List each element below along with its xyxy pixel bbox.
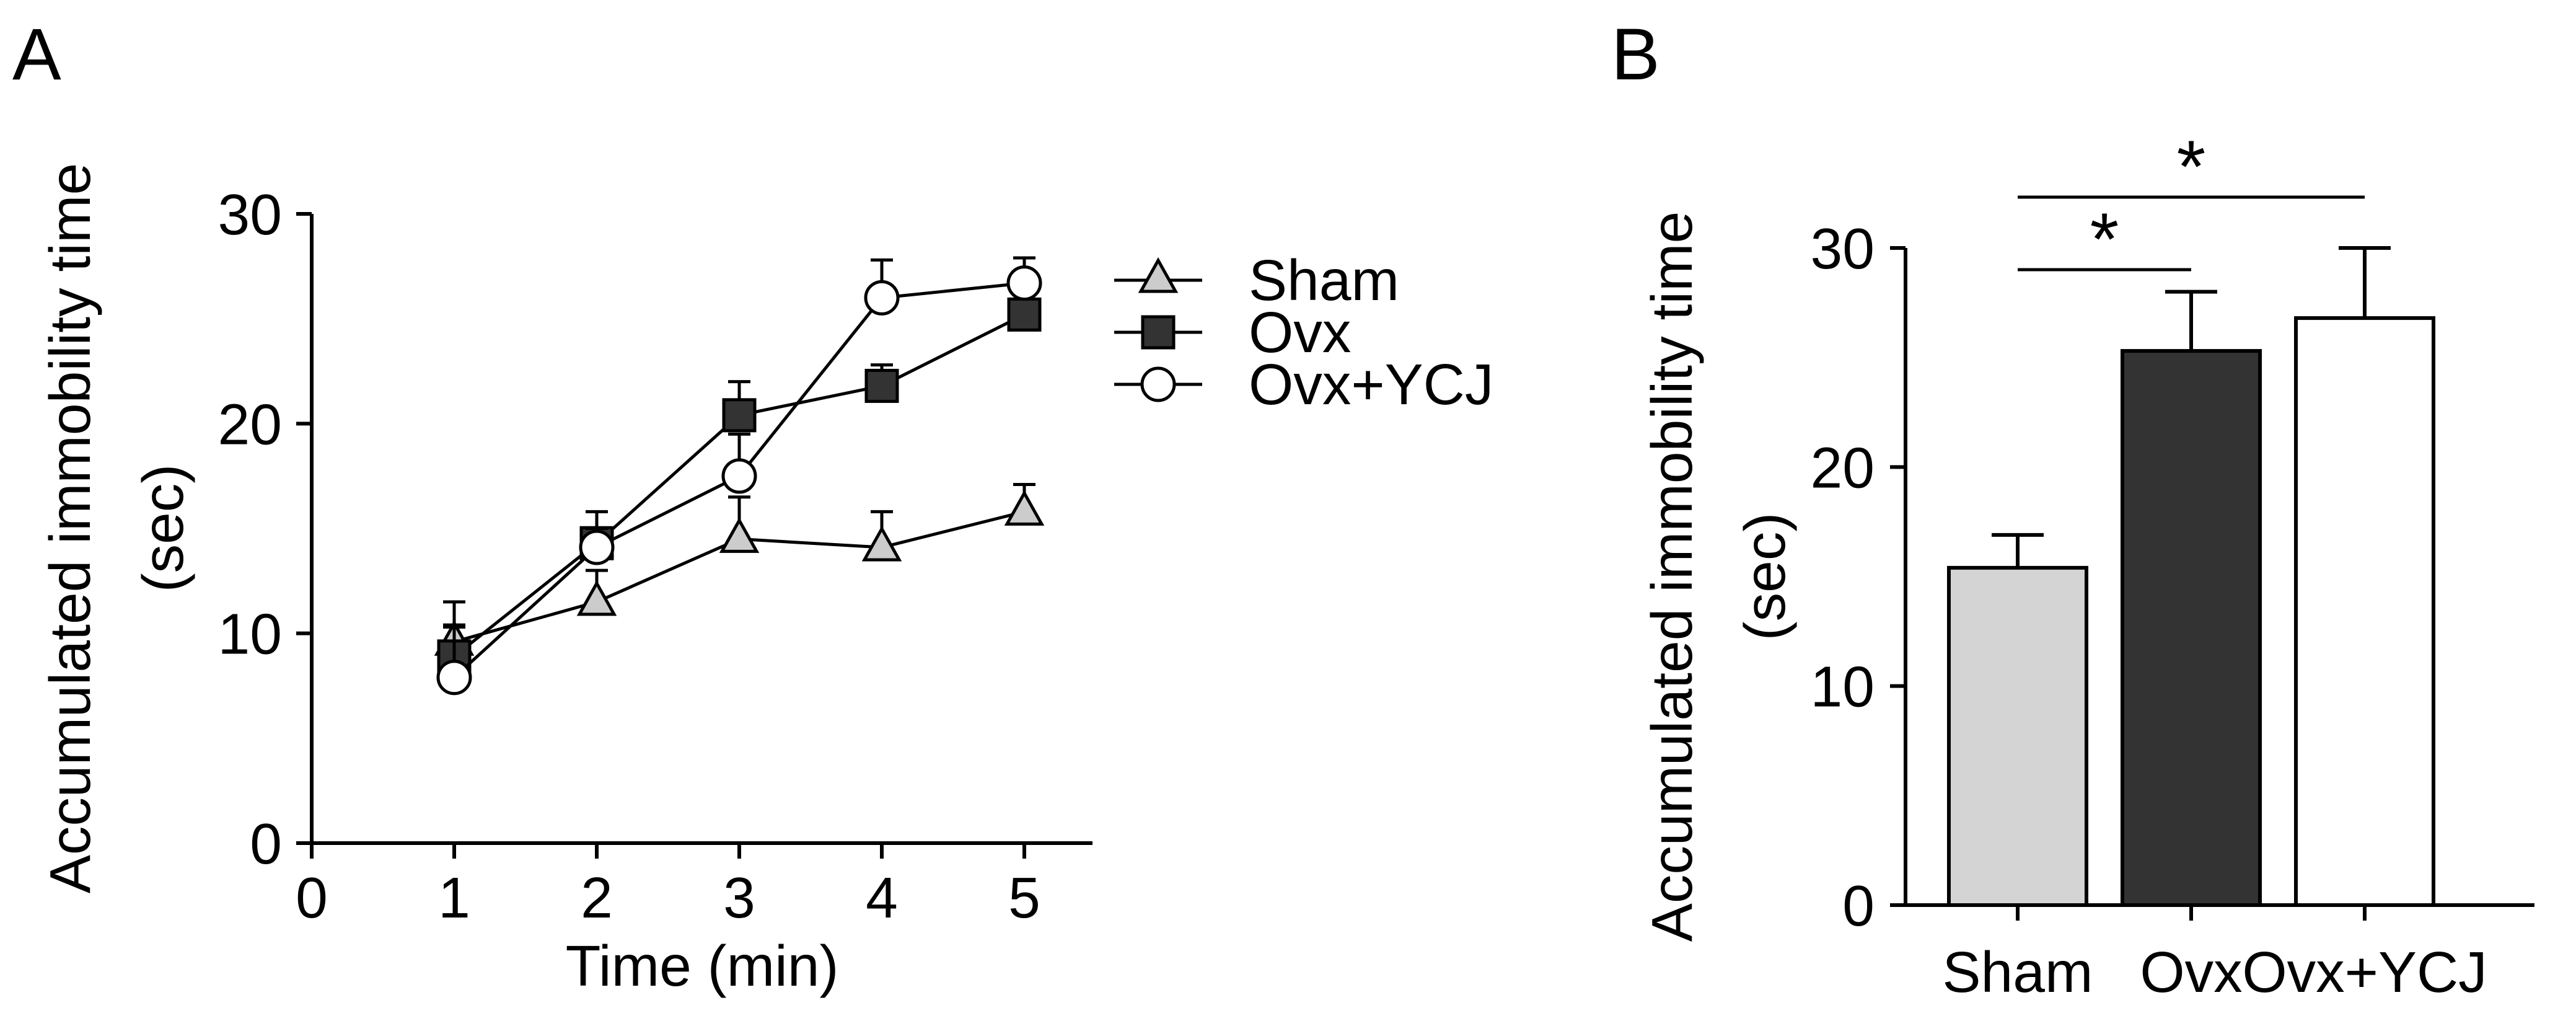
y-tick-label: 0 xyxy=(250,812,282,876)
data-point-circle xyxy=(579,529,615,565)
legend-marker-ovx-ycj-circle xyxy=(1140,366,1176,402)
data-point-square xyxy=(1007,297,1042,332)
bar-group-ovx xyxy=(2121,290,2262,907)
legend-label-ovx: Ovx xyxy=(1249,300,1351,365)
panel-a-y-axis-title-line1: Accumulated immobility time xyxy=(38,163,102,893)
series-ovx-ycj xyxy=(436,256,1042,696)
significance-star: * xyxy=(2090,198,2119,281)
legend-item-sham: Sham xyxy=(1114,248,1399,312)
data-point-circle xyxy=(864,280,900,316)
significance-sham-vs-ovx: * xyxy=(2018,198,2191,281)
panel-b-y-ticks: 0 10 20 30 xyxy=(1811,216,1906,938)
data-point-square xyxy=(864,368,899,403)
data-point-triangle xyxy=(719,517,760,553)
panel-b-significance: ** xyxy=(2018,125,2365,281)
panel-a-y-axis-title-line2: (sec) xyxy=(131,464,195,593)
data-point-square xyxy=(722,398,757,433)
x-tick-label: Ovx xyxy=(2140,940,2242,1004)
legend-item-ovx: Ovx xyxy=(1114,300,1351,365)
data-point-triangle xyxy=(1004,490,1045,526)
legend-marker-ovx-square xyxy=(1141,315,1176,350)
legend-item-ovx-ycj: Ovx+YCJ xyxy=(1114,352,1493,417)
data-point-circle xyxy=(721,458,757,494)
legend-label-ovx-ycj: Ovx+YCJ xyxy=(1249,352,1493,417)
x-tick-label: 5 xyxy=(1008,865,1040,930)
panel-b-y-axis-title-line1: Accumulated immobility time xyxy=(1640,211,1704,942)
bar-sham xyxy=(1947,565,2088,907)
bar-group-ovx-ycj xyxy=(2294,246,2435,907)
data-point-circle xyxy=(436,660,472,696)
y-tick-label: 30 xyxy=(1811,216,1875,281)
x-tick-label: Sham xyxy=(1943,940,2093,1004)
bar-ovx xyxy=(2121,349,2262,907)
y-tick-label: 20 xyxy=(218,392,282,456)
data-point-triangle xyxy=(576,580,617,616)
panel-a-line-chart: A 0 10 20 30 0 1 2 3 4 5 Time (min) Accumulated … xyxy=(12,14,1493,998)
significance-sham-vs-ovx-ycj: * xyxy=(2018,125,2365,208)
panel-a-x-ticks: 0 1 2 3 4 5 xyxy=(296,843,1040,930)
x-tick-label: 0 xyxy=(296,865,328,930)
y-tick-label: 10 xyxy=(1811,655,1875,719)
series-sham xyxy=(434,482,1045,656)
y-tick-label: 20 xyxy=(1811,435,1875,500)
panel-b-x-ticks: Sham Ovx Ovx+YCJ xyxy=(1943,905,2487,1004)
data-point-triangle xyxy=(861,525,902,562)
x-tick-label: 4 xyxy=(866,865,898,930)
panel-a-letter: A xyxy=(12,14,61,95)
panel-b-bars xyxy=(1947,246,2435,907)
panel-a-y-ticks: 0 10 20 30 xyxy=(218,182,312,876)
significance-star: * xyxy=(2177,125,2206,208)
panel-b-y-axis-title-line2: (sec) xyxy=(1733,513,1797,641)
panel-b-bar-chart: B 0 10 20 30 Sham Ovx Ovx+YCJ Accumulated imm… xyxy=(1611,14,2534,1004)
x-tick-label: 1 xyxy=(438,865,470,930)
panel-a-series xyxy=(434,256,1045,696)
legend-marker-sham-triangle xyxy=(1138,257,1179,293)
panel-b-letter: B xyxy=(1611,14,1660,95)
x-tick-label: Ovx+YCJ xyxy=(2242,940,2487,1004)
y-tick-label: 0 xyxy=(1842,873,1875,938)
legend-label-sham: Sham xyxy=(1249,248,1399,312)
y-tick-label: 10 xyxy=(218,602,282,666)
panel-a-legend: Sham Ovx Ovx+YCJ xyxy=(1114,248,1493,417)
data-point-circle xyxy=(1006,265,1042,301)
bar-group-sham xyxy=(1947,533,2088,907)
panel-a-x-axis-title: Time (min) xyxy=(566,934,839,998)
x-tick-label: 2 xyxy=(581,865,613,930)
x-tick-label: 3 xyxy=(723,865,755,930)
bar-ovx-ycj xyxy=(2294,316,2435,907)
y-tick-label: 30 xyxy=(218,182,282,247)
